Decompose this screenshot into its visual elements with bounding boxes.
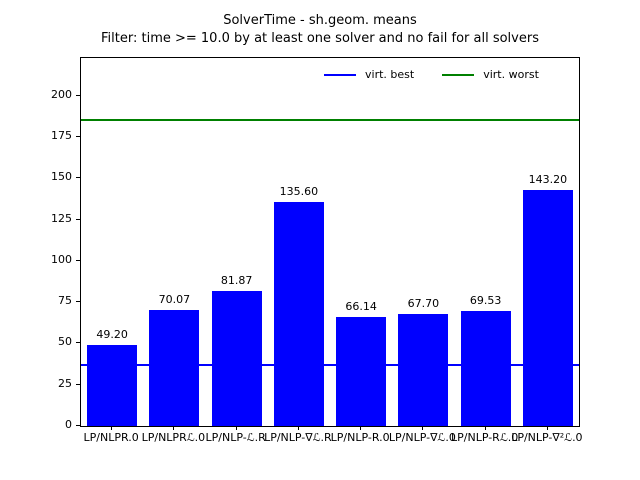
bar [273, 202, 324, 426]
bar-value-label: 67.70 [407, 297, 440, 311]
x-tick [422, 426, 424, 430]
x-tick-label: LP/NLP-Rℒ.0 [451, 431, 519, 444]
bar [522, 189, 573, 426]
x-tick-label: LP/NLP-∇²ℒ.0 [511, 431, 583, 444]
virt-best-line [81, 364, 579, 367]
virt-best-line-swatch [324, 73, 356, 76]
plot-area: virt. best virt. worst 49.20 70.07 81.87 13… [80, 57, 580, 427]
bar-value-label: 69.53 [469, 294, 502, 308]
legend-entry-virt-worst: virt. worst [442, 67, 539, 82]
bar [87, 344, 138, 426]
bar [149, 310, 200, 426]
x-tick [235, 426, 237, 430]
bar-value-label: 143.20 [528, 172, 568, 186]
y-tick-label: 50 [58, 335, 72, 349]
x-tick [360, 426, 362, 430]
x-tick [546, 426, 548, 430]
y-tick-label: 100 [51, 252, 72, 266]
bar [460, 311, 511, 426]
x-tick [111, 426, 113, 430]
bar-value-label: 81.87 [220, 273, 253, 287]
legend-label-virt-best: virt. best [365, 68, 415, 81]
x-tick [484, 426, 486, 430]
y-tick [76, 425, 80, 426]
x-tick-label: LP/NLP-∇ℒ.0 [388, 431, 456, 444]
legend: virt. best virt. worst [324, 67, 539, 82]
y-tick [76, 218, 80, 220]
x-tick-label: LP/NLP-ℒ.R [205, 431, 266, 444]
y-tick [76, 342, 80, 344]
virt-worst-line [81, 118, 579, 121]
y-tick [76, 259, 80, 261]
y-tick-label: 200 [51, 87, 72, 101]
bar-value-label: 49.20 [96, 327, 128, 341]
bar-value-label: 135.60 [279, 185, 319, 199]
y-tick-label: 150 [51, 170, 72, 184]
y-tick [76, 301, 80, 303]
y-tick-label: 25 [58, 376, 72, 390]
x-tick-label: LP/NLP-∇ℒ.R [264, 431, 332, 444]
x-tick-label: LP/NLPRℒ.0 [141, 431, 206, 444]
y-tick [76, 177, 80, 179]
chart-title: SolverTime - sh.geom. means [223, 13, 417, 28]
x-tick [173, 426, 175, 430]
y-tick-label: 175 [51, 129, 72, 143]
x-tick-label: LP/NLPR.0 [83, 431, 139, 444]
bar [398, 314, 449, 426]
x-tick [297, 426, 299, 430]
bar [211, 290, 262, 426]
y-tick-label: 125 [51, 211, 72, 225]
y-tick [76, 94, 80, 96]
virt-worst-line-swatch [442, 73, 475, 76]
y-tick [76, 136, 80, 138]
y-tick-label: 75 [58, 294, 72, 308]
legend-entry-virt-best: virt. best [324, 67, 414, 82]
y-tick-label: 0 [65, 418, 72, 431]
y-tick [76, 383, 80, 385]
bar-value-label: 70.07 [158, 293, 191, 307]
x-tick-label: LP/NLP-R.0 [330, 431, 390, 444]
chart-subtitle: Filter: time >= 10.0 by at least one sol… [101, 31, 539, 46]
bar [336, 316, 387, 426]
bar-value-label: 66.14 [345, 299, 377, 313]
legend-label-virt-worst: virt. worst [483, 68, 539, 81]
